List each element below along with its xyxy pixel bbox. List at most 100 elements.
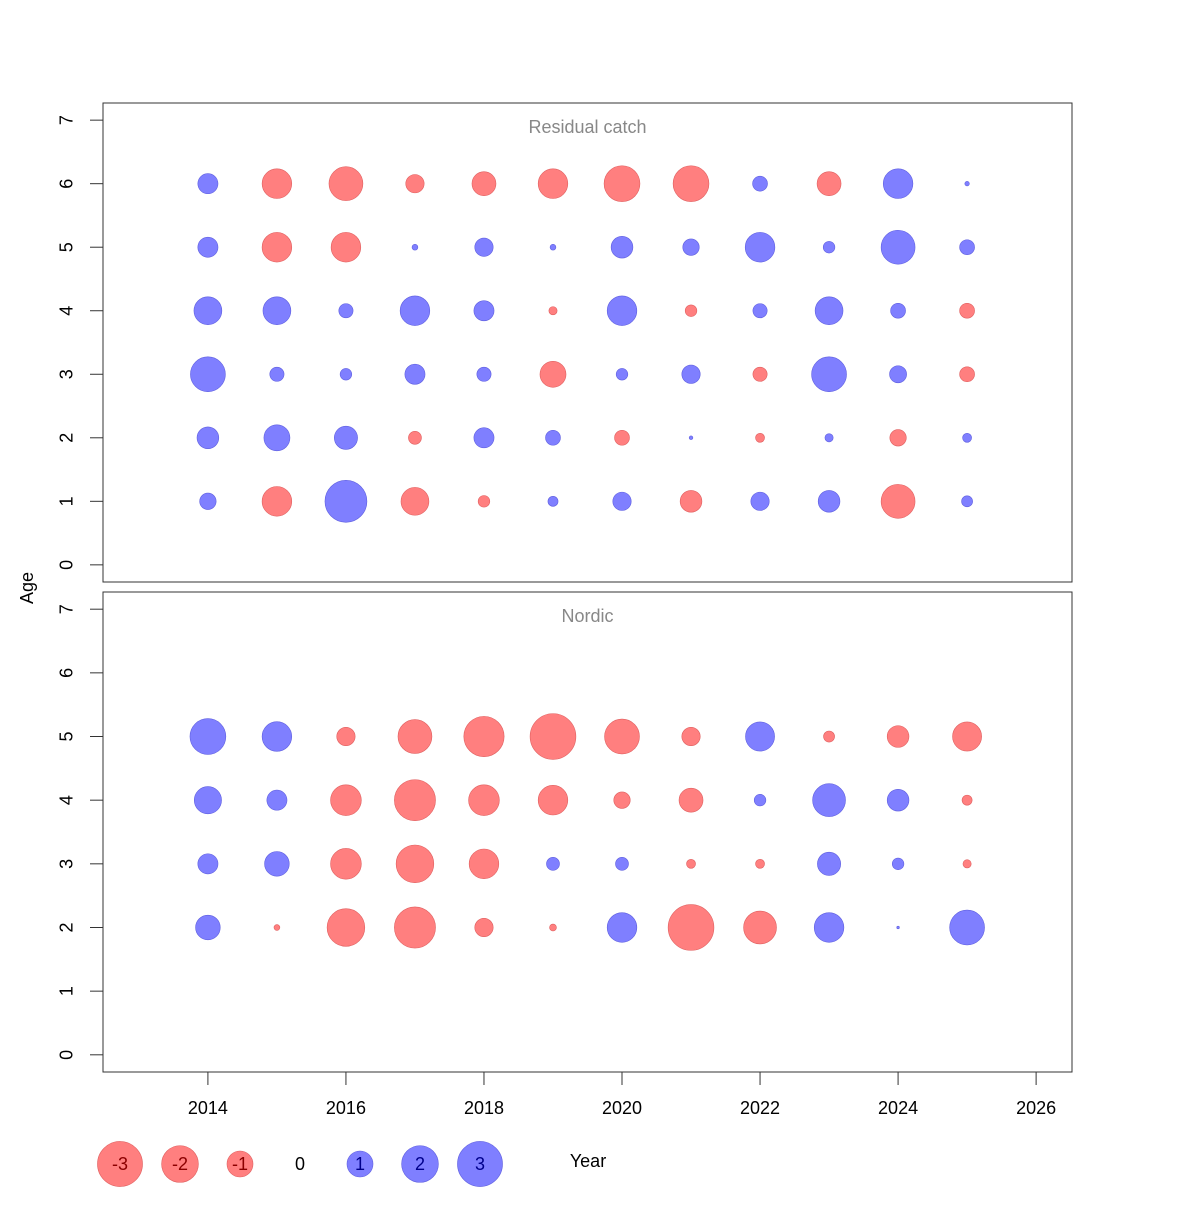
bubble (880, 229, 916, 265)
y-tick-label: 1 (57, 496, 77, 506)
bubble (468, 848, 500, 879)
bubble (400, 487, 430, 516)
bubble (672, 165, 710, 202)
bubble (745, 721, 775, 752)
panel-frame (102, 591, 1073, 1073)
x-tick-label: 2016 (326, 1098, 366, 1118)
x-tick-label: 2024 (878, 1098, 918, 1118)
bubble (395, 844, 435, 883)
bubble (811, 356, 847, 393)
bubble (823, 730, 835, 743)
bubble (681, 364, 701, 384)
bubble (684, 304, 698, 317)
bubble (474, 237, 494, 257)
bubble (686, 859, 696, 869)
bubble (266, 789, 288, 811)
bubble (473, 427, 495, 449)
legend-bubble (346, 1150, 374, 1178)
bubble (404, 363, 426, 385)
bubble (549, 923, 557, 932)
y-tick-label: 2 (57, 433, 77, 443)
bubble (477, 495, 491, 508)
bubble (750, 491, 770, 511)
bubble (744, 232, 776, 263)
y-tick-label: 4 (57, 795, 77, 805)
bubble (264, 851, 290, 877)
bubble (336, 727, 356, 747)
bubble (537, 785, 569, 816)
bubble (474, 917, 494, 937)
bubble (338, 303, 354, 319)
bubble (545, 430, 561, 446)
y-tick-label: 7 (57, 604, 77, 614)
y-tick-label: 7 (57, 115, 77, 125)
bubble (196, 426, 220, 449)
bubble (814, 296, 844, 325)
bubble (889, 429, 907, 447)
y-tick-label: 5 (57, 732, 77, 742)
y-tick-label: 1 (57, 986, 77, 996)
bubble (548, 306, 558, 316)
bubble (473, 300, 495, 322)
bubble (197, 173, 219, 195)
x-tick-label: 2014 (188, 1098, 228, 1118)
bubble (752, 366, 768, 382)
y-tick-label: 4 (57, 306, 77, 316)
bubble (755, 432, 765, 443)
bubble (537, 168, 569, 199)
y-tick-label: 3 (57, 369, 77, 379)
bubble (752, 303, 768, 319)
bubble (824, 433, 834, 443)
bubble (679, 490, 703, 513)
bubble (959, 366, 975, 383)
legend-label: -3 (112, 1154, 128, 1174)
bubble (882, 168, 914, 199)
bubble (753, 794, 767, 807)
bubble (667, 904, 715, 951)
panel-title: Nordic (561, 606, 613, 626)
bubble (330, 232, 362, 263)
y-tick-label: 6 (57, 179, 77, 189)
bubble (890, 302, 906, 319)
x-axis-label: Year (570, 1151, 606, 1171)
bubble (896, 925, 900, 930)
bubble (328, 166, 364, 201)
bubble (405, 174, 425, 194)
bubble (549, 244, 557, 251)
legend-label: 3 (475, 1154, 485, 1174)
panel-frame (102, 102, 1073, 583)
bubble (330, 848, 362, 880)
bubble (471, 171, 497, 196)
bubble (962, 432, 972, 443)
bubble (961, 794, 973, 806)
bubble (961, 495, 973, 508)
legend-bubble (401, 1145, 439, 1183)
legend-bubble (97, 1141, 143, 1187)
bubble (606, 295, 638, 326)
y-axis-label: Age (17, 572, 37, 604)
bubble (678, 787, 704, 813)
x-tick-label: 2018 (464, 1098, 504, 1118)
bubble (261, 721, 293, 752)
bubble (539, 360, 567, 388)
bubble (822, 241, 836, 254)
bubble (817, 851, 841, 876)
bubble (604, 718, 640, 755)
bubble (408, 430, 422, 445)
bubble (330, 784, 362, 816)
bubble (193, 786, 222, 815)
bubble (959, 302, 975, 319)
bubble (682, 238, 700, 256)
bubble (189, 718, 227, 755)
bubble (463, 716, 505, 757)
y-tick-label: 5 (57, 242, 77, 252)
bubble (606, 912, 638, 943)
bubble (261, 232, 293, 263)
y-tick-label: 3 (57, 859, 77, 869)
bubble (812, 783, 846, 817)
bubble (411, 244, 419, 251)
bubble (262, 296, 292, 325)
bubble (755, 859, 765, 869)
bubble (752, 175, 768, 192)
